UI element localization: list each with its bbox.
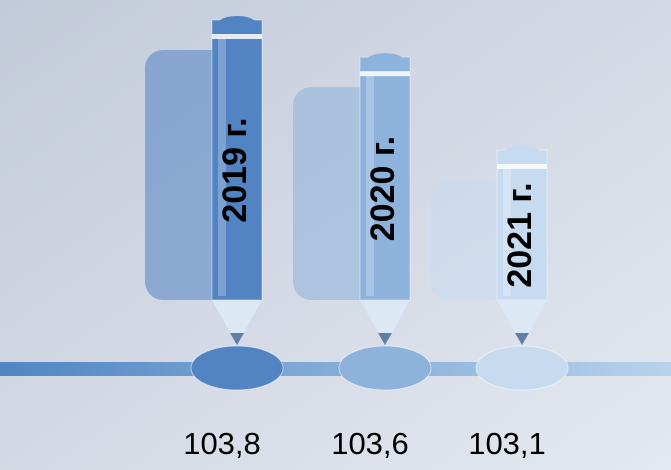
value-label: 103,8 xyxy=(183,426,261,461)
pencil-cap xyxy=(212,16,262,38)
disc xyxy=(190,345,284,391)
pencil-stripe xyxy=(360,71,410,77)
pencil-cap xyxy=(497,146,547,168)
category-label: 2021 г. xyxy=(501,182,539,287)
value-label: 103,6 xyxy=(331,426,409,461)
pencil-lead xyxy=(378,333,392,345)
pencil-highlight xyxy=(218,24,226,296)
pencil-tip xyxy=(497,300,547,345)
category-label: 2019 г. xyxy=(216,117,254,222)
pencil-cap xyxy=(360,53,410,76)
pencil-stripe xyxy=(497,164,547,169)
category-label: 2020 г. xyxy=(364,136,402,241)
pencil-lead xyxy=(230,333,244,345)
pencil-body xyxy=(496,149,548,301)
pencil-body xyxy=(359,56,411,301)
pencil-lead xyxy=(515,333,529,345)
pencil-tip xyxy=(360,300,410,345)
pencil-body xyxy=(211,19,263,301)
disc xyxy=(338,345,432,391)
pencil-tip xyxy=(212,300,262,345)
pencil xyxy=(496,146,548,345)
disc xyxy=(475,345,569,391)
pencil-stripe xyxy=(212,34,262,39)
value-label: 103,1 xyxy=(468,426,546,461)
pencil-highlight xyxy=(503,154,511,296)
pencil xyxy=(359,53,411,345)
pencil-highlight xyxy=(366,61,374,297)
timeline-band xyxy=(0,362,671,376)
pencil xyxy=(211,16,263,345)
